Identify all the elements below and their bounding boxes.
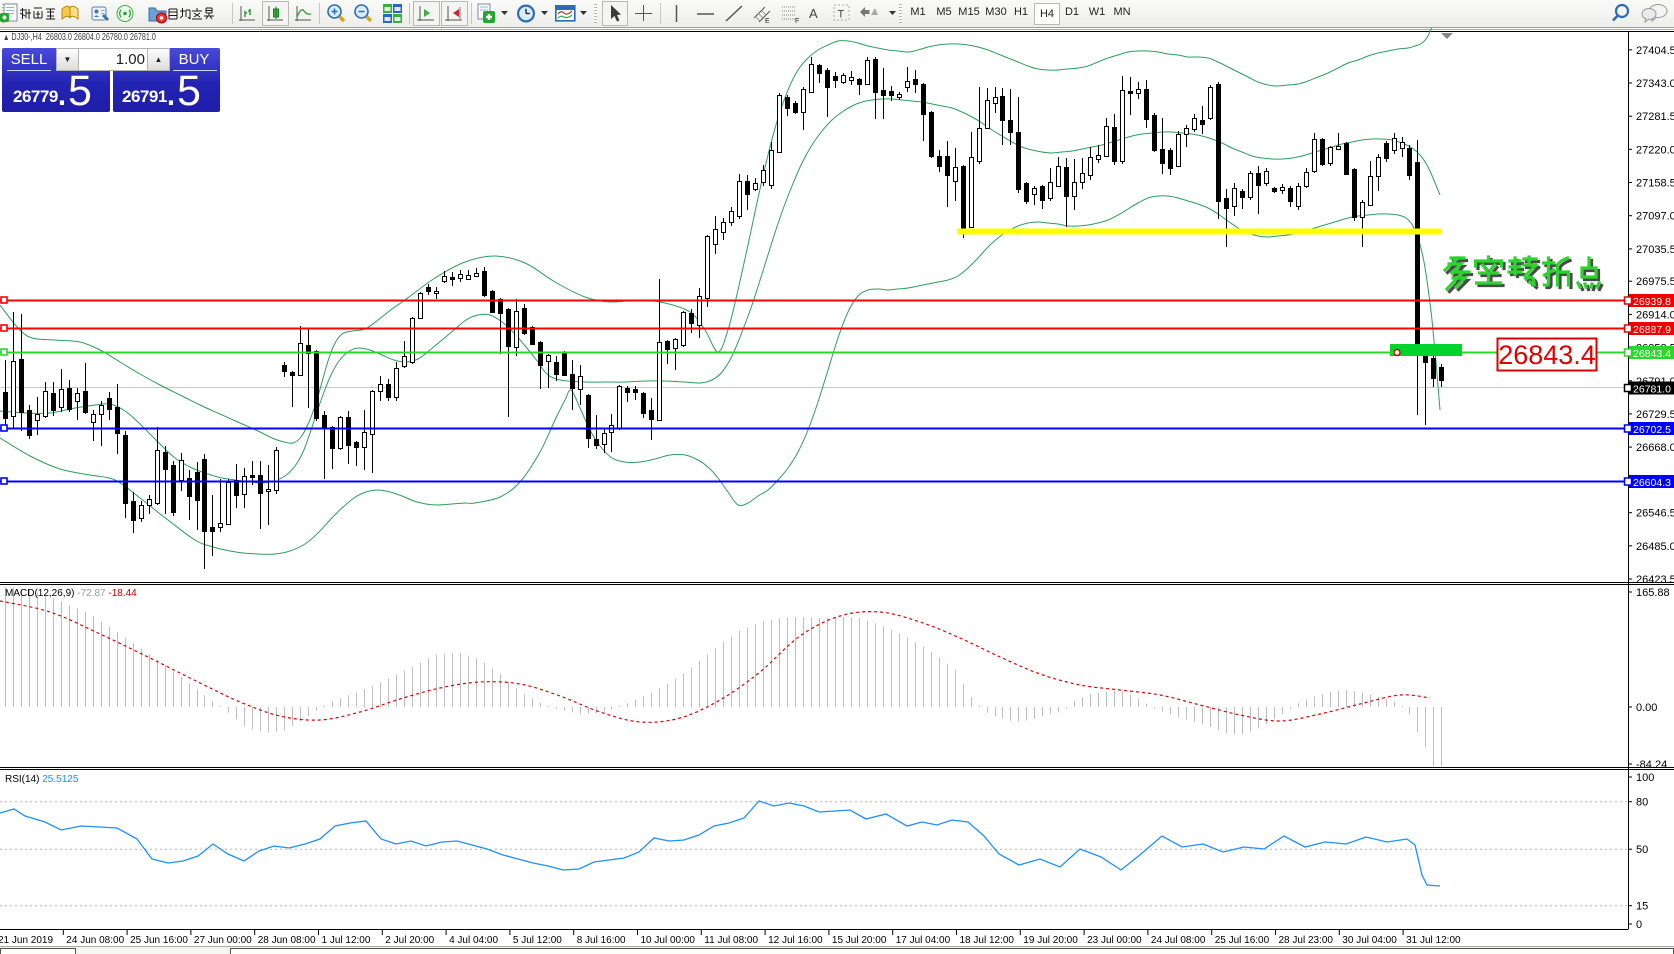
svg-text:0.00: 0.00	[1636, 702, 1657, 714]
svg-text:31 Jul 12:00: 31 Jul 12:00	[1406, 935, 1461, 946]
svg-text:11 Jul 08:00: 11 Jul 08:00	[704, 935, 758, 946]
svg-text:100: 100	[1636, 772, 1654, 784]
svg-text:26843.4: 26843.4	[1633, 348, 1671, 360]
svg-text:27 Jun 00:00: 27 Jun 00:00	[194, 935, 252, 946]
svg-text:15: 15	[1636, 901, 1648, 913]
svg-text:24 Jul 08:00: 24 Jul 08:00	[1151, 935, 1206, 946]
svg-text:165.88: 165.88	[1636, 587, 1670, 599]
svg-text:50: 50	[1636, 844, 1648, 856]
svg-text:30 Jul 04:00: 30 Jul 04:00	[1342, 935, 1397, 946]
svg-text:F: F	[795, 18, 799, 25]
svg-text:26485.0: 26485.0	[1636, 541, 1674, 553]
svg-text:4 Jul 04:00: 4 Jul 04:00	[449, 935, 498, 946]
svg-text:26843.4: 26843.4	[1498, 340, 1596, 370]
svg-text:24 Jun 08:00: 24 Jun 08:00	[66, 935, 124, 946]
svg-text:1 Jul 12:00: 1 Jul 12:00	[322, 935, 371, 946]
svg-text:25 Jun 16:00: 25 Jun 16:00	[130, 935, 188, 946]
svg-text:18 Jul 12:00: 18 Jul 12:00	[960, 935, 1015, 946]
svg-text:27220.0: 27220.0	[1636, 144, 1674, 156]
svg-text:MACD(12,26,9) -72.87 -18.44: MACD(12,26,9) -72.87 -18.44	[5, 588, 137, 599]
svg-text:25 Jul 16:00: 25 Jul 16:00	[1215, 935, 1270, 946]
svg-text:8 Jul 16:00: 8 Jul 16:00	[577, 935, 626, 946]
svg-text:19 Jul 20:00: 19 Jul 20:00	[1023, 935, 1078, 946]
svg-text:21 Jun 2019: 21 Jun 2019	[0, 935, 53, 946]
svg-text:28 Jul 23:00: 28 Jul 23:00	[1279, 935, 1334, 946]
svg-text:28 Jun 08:00: 28 Jun 08:00	[258, 935, 316, 946]
svg-text:A: A	[809, 6, 818, 21]
svg-text:E: E	[765, 18, 770, 25]
svg-text:12 Jul 16:00: 12 Jul 16:00	[768, 935, 823, 946]
svg-text:27281.5: 27281.5	[1636, 111, 1674, 123]
svg-text:27035.5: 27035.5	[1636, 244, 1674, 256]
svg-text:27404.5: 27404.5	[1636, 45, 1674, 57]
svg-text:26939.8: 26939.8	[1633, 296, 1671, 308]
svg-text:17 Jul 04:00: 17 Jul 04:00	[896, 935, 951, 946]
svg-text:27158.5: 27158.5	[1636, 178, 1674, 190]
svg-text:26702.5: 26702.5	[1633, 424, 1671, 436]
svg-text:5 Jul 12:00: 5 Jul 12:00	[513, 935, 562, 946]
svg-text:80: 80	[1636, 797, 1648, 809]
svg-text:26781.0: 26781.0	[1633, 384, 1671, 396]
svg-text:26975.5: 26975.5	[1636, 276, 1674, 288]
svg-text:10 Jul 00:00: 10 Jul 00:00	[641, 935, 696, 946]
svg-text:-84.24: -84.24	[1636, 759, 1667, 771]
svg-text:27097.0: 27097.0	[1636, 211, 1674, 223]
svg-text:23 Jul 00:00: 23 Jul 00:00	[1087, 935, 1142, 946]
svg-text:26668.0: 26668.0	[1636, 442, 1674, 454]
svg-text:26604.3: 26604.3	[1633, 477, 1671, 489]
svg-text:27343.0: 27343.0	[1636, 78, 1674, 90]
svg-text:26914.0: 26914.0	[1636, 309, 1674, 321]
svg-text:T: T	[838, 9, 845, 21]
svg-text:2 Jul 20:00: 2 Jul 20:00	[385, 935, 434, 946]
svg-text:26887.9: 26887.9	[1633, 324, 1671, 336]
svg-text:0: 0	[1636, 919, 1642, 931]
svg-text:26423.5: 26423.5	[1636, 574, 1674, 586]
svg-text:26546.5: 26546.5	[1636, 508, 1674, 520]
svg-text:26729.5: 26729.5	[1636, 409, 1674, 421]
svg-text:15 Jul 20:00: 15 Jul 20:00	[832, 935, 887, 946]
svg-text:RSI(14) 25.5125: RSI(14) 25.5125	[5, 774, 79, 785]
